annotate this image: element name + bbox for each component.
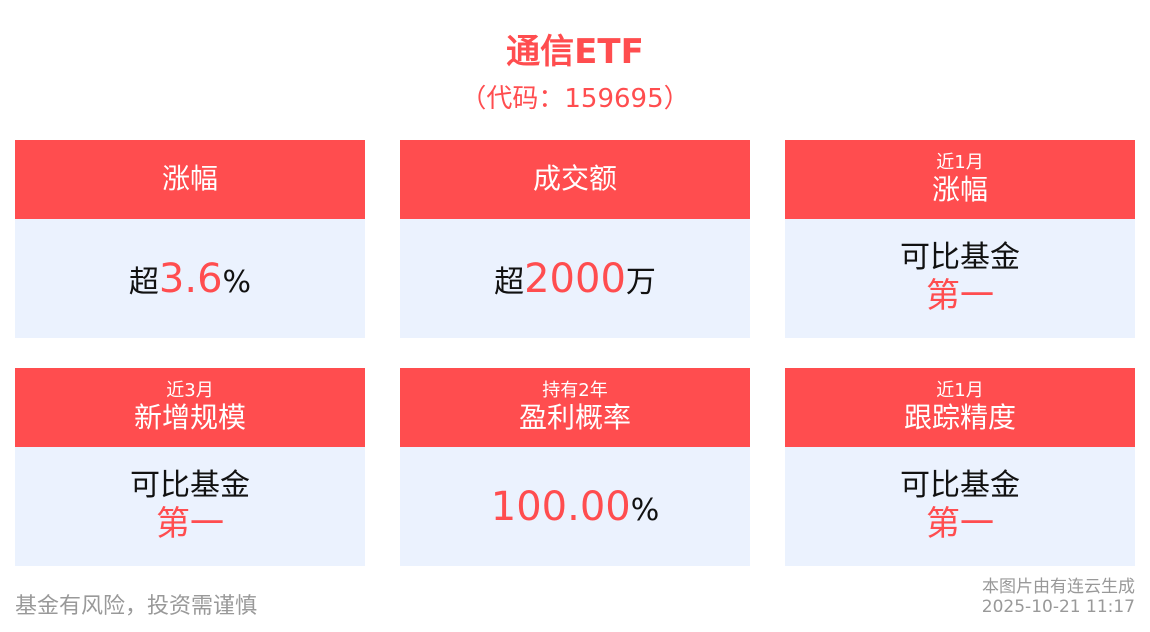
card-label: 涨幅 xyxy=(931,172,988,206)
card-turnover: 成交额 超2000万 xyxy=(400,140,750,338)
card-label: 盈利概率 xyxy=(518,400,631,434)
source-note: 本图片由有连云生成 2025-10-21 11:17 xyxy=(981,577,1135,617)
card-label: 成交额 xyxy=(532,162,617,196)
value: 100.00 xyxy=(490,483,631,530)
suffix: % xyxy=(222,264,252,300)
card-period: 近1月 xyxy=(936,152,984,174)
value: 2000 xyxy=(524,255,626,302)
line1: 可比基金 xyxy=(900,468,1020,504)
rank: 第一 xyxy=(926,504,994,545)
card-label: 新增规模 xyxy=(133,400,246,434)
risk-disclaimer: 基金有风险，投资需谨慎 xyxy=(15,594,258,619)
card-label: 涨幅 xyxy=(161,162,218,196)
prefix: 超 xyxy=(128,264,159,300)
suffix: 万 xyxy=(625,264,656,300)
value: 3.6 xyxy=(158,255,223,302)
suffix: % xyxy=(630,492,660,528)
card-period: 持有2年 xyxy=(542,380,608,402)
card-label: 跟踪精度 xyxy=(903,400,1016,434)
page-title: 通信ETF xyxy=(506,32,644,72)
rank: 第一 xyxy=(156,504,224,545)
line1: 可比基金 xyxy=(900,240,1020,276)
source: 本图片由有连云生成 xyxy=(982,577,1135,597)
line1: 可比基金 xyxy=(130,468,250,504)
card-3m-scale: 近3月 新增规模 可比基金 第一 xyxy=(15,368,365,566)
timestamp: 2025-10-21 11:17 xyxy=(981,596,1135,617)
card-tracking: 近1月 跟踪精度 可比基金 第一 xyxy=(785,368,1135,566)
rank: 第一 xyxy=(926,276,994,317)
card-period: 近3月 xyxy=(166,380,214,402)
card-profit-prob: 持有2年 盈利概率 100.00% xyxy=(400,368,750,566)
prefix: 超 xyxy=(494,264,525,300)
card-1m-change: 近1月 涨幅 可比基金 第一 xyxy=(785,140,1135,338)
card-change: 涨幅 超3.6% xyxy=(15,140,365,338)
fund-code: （代码：159695） xyxy=(460,84,690,114)
card-period: 近1月 xyxy=(936,380,984,402)
